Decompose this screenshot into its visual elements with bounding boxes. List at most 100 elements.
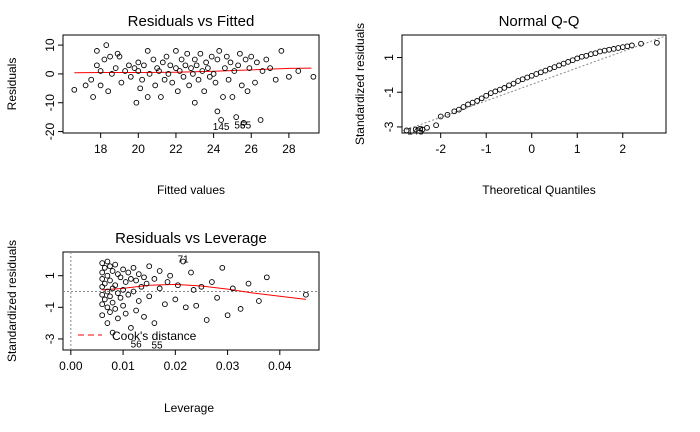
data-point	[214, 56, 221, 63]
x-tick-label: 2	[619, 142, 626, 156]
data-point	[115, 290, 121, 296]
data-point	[101, 296, 108, 303]
data-point	[120, 287, 126, 293]
points-layer	[71, 42, 317, 126]
point-label: 56	[234, 120, 246, 131]
panel-residuals-vs-leverage: Residuals vs Leverage 0.00 0.01 0.02 0.03 0.…	[5, 230, 320, 415]
data-point	[188, 65, 194, 71]
data-point	[167, 272, 173, 279]
legend: Cook's distance	[78, 329, 197, 343]
data-point	[212, 79, 219, 86]
x-tick-label: -2	[435, 142, 446, 156]
data-point	[248, 53, 255, 60]
data-point	[286, 73, 292, 80]
y-tick-label: -3	[382, 121, 396, 132]
data-point	[216, 48, 223, 54]
data-point	[610, 46, 617, 52]
point-label: 145	[213, 122, 230, 133]
data-point	[172, 296, 179, 303]
data-point	[104, 258, 111, 265]
data-point	[474, 98, 480, 104]
data-point	[133, 307, 139, 314]
data-point	[210, 71, 217, 77]
data-point	[218, 117, 224, 123]
data-point	[117, 274, 124, 281]
data-point	[163, 53, 170, 60]
data-point	[188, 269, 194, 276]
data-point	[184, 50, 191, 57]
point-label: 55	[151, 340, 163, 351]
data-point	[141, 313, 147, 320]
data-point	[120, 302, 126, 309]
panel-residuals-vs-fitted: Residuals vs Fitted 18 20 22 24 26 28 -20 -10 0…	[5, 13, 320, 197]
panel-title: Normal Q-Q	[499, 13, 580, 30]
data-point	[180, 258, 187, 265]
data-point	[254, 59, 260, 66]
y-tick-label: 10	[43, 38, 57, 52]
data-point	[173, 48, 179, 54]
data-point	[138, 283, 145, 290]
data-point	[154, 65, 160, 71]
x-tick-label: 0.01	[111, 359, 135, 373]
y-axis: -3 -1 1	[382, 54, 402, 132]
data-point	[624, 43, 631, 50]
data-point	[152, 82, 159, 89]
zero-reference-lines	[63, 252, 319, 350]
x-axis: 0.00 0.01 0.02 0.03 0.04	[59, 350, 292, 373]
data-point	[99, 301, 106, 308]
data-point	[245, 280, 252, 287]
data-point	[143, 280, 150, 287]
data-point	[252, 79, 258, 86]
data-point	[225, 76, 232, 83]
data-point	[107, 53, 113, 60]
data-point	[214, 108, 221, 115]
data-point	[135, 68, 142, 74]
data-point	[191, 56, 198, 63]
data-point	[120, 266, 126, 273]
data-point	[629, 42, 635, 49]
data-point	[128, 325, 134, 331]
data-point	[104, 320, 111, 326]
data-point	[156, 285, 163, 292]
data-point	[146, 293, 153, 300]
data-point	[205, 65, 211, 71]
data-point	[176, 68, 183, 74]
data-point	[263, 274, 270, 281]
data-point	[190, 287, 197, 293]
data-point	[583, 52, 590, 59]
data-point	[115, 271, 121, 277]
data-point	[223, 53, 230, 60]
data-point	[109, 71, 115, 77]
data-point	[137, 85, 144, 92]
data-point	[71, 86, 78, 93]
y-tick-label: -20	[43, 123, 57, 141]
legend-label: Cook's distance	[112, 329, 197, 343]
data-point	[174, 88, 181, 95]
x-tick-label: 1	[574, 142, 581, 156]
x-axis: -2 -1 0 1 2	[435, 133, 626, 156]
data-point	[237, 306, 244, 312]
data-point	[109, 329, 116, 336]
data-point	[433, 122, 439, 129]
data-point	[259, 68, 266, 74]
data-point	[128, 276, 134, 282]
data-point	[424, 124, 430, 131]
point-label: 71	[178, 254, 190, 265]
x-axis-label: Fitted values	[157, 183, 225, 197]
x-tick-label: 18	[94, 142, 108, 156]
panel-title: Residuals vs Fitted	[128, 13, 255, 30]
data-point	[146, 263, 153, 270]
data-point	[201, 88, 208, 95]
x-tick-label: 28	[282, 142, 296, 156]
data-point	[105, 88, 112, 95]
data-point	[169, 79, 176, 86]
y-axis-label: Residuals	[5, 58, 19, 111]
data-point	[175, 282, 181, 289]
data-point	[483, 92, 490, 99]
data-point	[574, 55, 581, 62]
data-point	[180, 73, 187, 80]
data-point	[135, 59, 142, 66]
data-point	[88, 76, 95, 83]
qq-reference-line	[401, 35, 667, 132]
data-point	[465, 101, 471, 108]
